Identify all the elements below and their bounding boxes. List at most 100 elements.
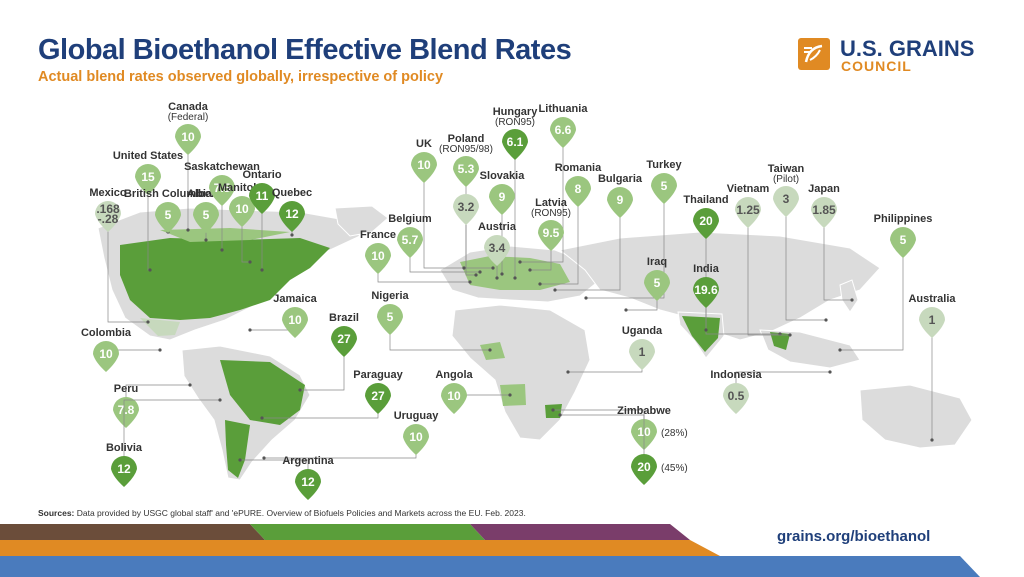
pin-value: 20 [637,460,651,474]
pin-slovakia: 9 Slovakia [480,170,525,276]
pin-nigeria: 5 Nigeria [371,290,492,352]
canada-highlight [160,228,290,242]
pin-leader-line [123,399,220,483]
india-highlight [682,316,720,352]
pin-peru: 7.8 Peru [113,383,192,428]
pin-marker [489,184,515,215]
pin-taiwan: 3 Taiwan(Pilot) [768,163,828,322]
pin-label: Taiwan [768,163,805,175]
pin-marker [607,187,633,218]
logo-text-secondary: COUNCIL [841,58,912,74]
pin-austria: 3.4 Austria [478,221,517,280]
pin-anchor-dot [584,296,588,300]
pin-value: 10 [99,347,113,361]
pin-indonesia: 0.5 Indonesia [710,369,832,414]
pin-colombia: 10 Colombia [81,327,162,372]
pin-bulgaria: 9 Bulgaria [553,173,643,292]
pin-label: Vietnam [727,183,770,195]
pin-marker [193,202,219,233]
pin-marker [773,186,799,217]
pin-ontario: 11 Ontario [242,169,282,272]
pin-leader-line [389,331,490,351]
pin-argentina: 12 Argentina [238,455,335,500]
pin-value: 6.6 [555,123,572,137]
pin-marker [441,383,467,414]
pin-leader-line [560,414,645,481]
pin-note: (45%) [661,463,688,474]
sources-label: Sources: [38,508,75,518]
pin-marker [723,383,749,414]
pin-value: 5.3 [458,162,475,176]
pin-leader-line [823,224,852,301]
argentina-highlight [225,420,250,478]
pin-marker [565,176,591,207]
pin-uk: 10 UK [411,138,466,270]
pin-marker [93,341,119,372]
highlighted-countries [120,228,790,478]
pin-label: Jamaica [273,293,317,305]
pin-leader-line [555,214,621,291]
pin-value: 3.2 [458,200,475,214]
pin-anchor-dot [704,328,708,332]
pin-label: UK [416,138,432,150]
pin-belgium: 5.7 Belgium [388,213,482,274]
pin-leader-line [423,179,464,269]
pin-value: -.28 [98,212,119,226]
pin-label: Saskatchewan [184,161,260,173]
pin-anchor-dot [204,238,208,242]
pin-label: Zimbabwe [617,405,671,417]
pin-romania: 8 Romania [538,162,602,286]
sources-note: Sources: Data provided by USGC global st… [38,508,526,518]
pin-label: Philippines [874,213,933,225]
pin-anchor-dot [248,328,252,332]
pin-anchor-dot [553,288,557,292]
pin-value: .168 [96,202,120,216]
pin-anchor-dot [551,408,555,412]
pin-marker [644,270,670,301]
pin-marker [249,183,275,214]
pin-value: 10 [235,202,249,216]
pin-anchor-dot [624,308,628,312]
pin-marker [279,201,305,232]
pin-label: Uganda [622,325,663,337]
pin-iraq: 5 Iraq [624,256,670,312]
website-link[interactable]: grains.org/bioethanol [777,528,931,545]
pin-label: Turkey [646,159,682,171]
pin-anchor-dot [218,398,222,402]
pin-value: 0.5 [728,389,745,403]
pin-thailand: 20 Thailand [683,194,782,336]
pin-label: Bulgaria [598,173,643,185]
pin-philippines: 5 Philippines [838,213,932,352]
pin-marker [113,397,139,428]
thailand-highlight [770,332,790,350]
pin-marker [651,173,677,204]
pin-anchor-dot [478,270,482,274]
pin-hungary: 6.1 Hungary(RON95) [493,106,538,280]
pin-leader-line [409,254,480,273]
pin-leader-line [530,247,552,271]
pin-leader-line [465,221,476,276]
pin-marker [538,220,564,251]
pin-label: Nigeria [371,290,409,302]
pin-anchor-dot [513,276,517,280]
pin-marker [397,227,423,258]
pin-anchor-dot [148,268,152,272]
pin-leader-line [626,297,658,311]
pin-value: 5 [654,276,661,290]
pin-anchor-dot [566,370,570,374]
pin-anchor-dot [260,268,264,272]
pin-label: France [360,229,396,241]
pin-sublabel: (RON95/98) [439,144,493,155]
pin-value: 10 [417,158,431,172]
pin-anchor-dot [248,260,252,264]
pin-uganda: 1 Uganda [566,325,663,374]
pin-paraguay: 27 Paraguay [260,369,404,420]
pin-leader-line [586,200,665,299]
north-america-highlight [120,238,330,320]
pin-label: United States [113,150,183,162]
pin-anchor-dot [146,320,150,324]
pin-anchor-dot [262,456,266,460]
pin-label: Australia [908,293,956,305]
